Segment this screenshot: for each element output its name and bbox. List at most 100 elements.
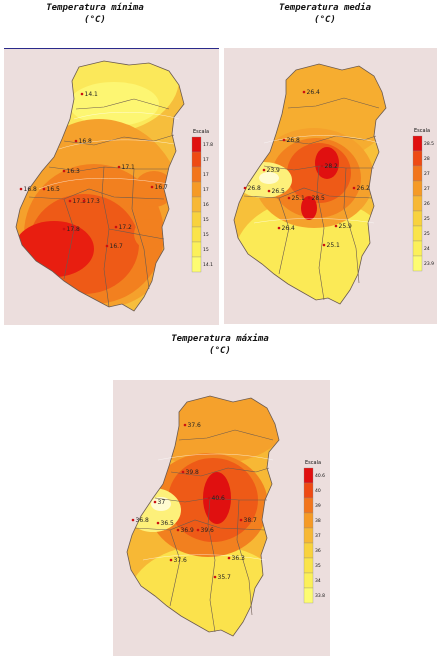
scale-label: 27 — [424, 171, 430, 177]
station-marker — [267, 189, 271, 193]
scale-swatch — [412, 135, 423, 152]
title-maxima-text: Temperatura máxima — [171, 334, 269, 344]
station-marker — [282, 138, 286, 142]
station-value: 26.8 — [248, 185, 262, 192]
scale-label: 26 — [424, 201, 430, 207]
station-marker — [131, 518, 135, 522]
title-minima: Temperatura mínima (°C) — [20, 2, 170, 26]
station-value: 17.1 — [122, 164, 136, 171]
station-marker — [62, 227, 66, 231]
station-value: 17.8 — [67, 226, 81, 233]
station-value: 36.8 — [136, 517, 150, 524]
station-marker — [302, 90, 306, 94]
station-value: 37.6 — [174, 557, 188, 564]
scale-swatch — [303, 482, 314, 499]
station-value: 39.6 — [201, 527, 215, 534]
station-marker — [322, 243, 326, 247]
scale-label: 40.6 — [315, 473, 325, 479]
scale-label: 37 — [315, 533, 321, 539]
scale-minima-title: Escala — [193, 129, 209, 135]
scale-label: 15 — [203, 247, 209, 253]
scale-label: 15 — [203, 217, 209, 223]
scale-swatch — [412, 195, 423, 212]
scale-maxima: Escala 40.6 40 39 38 37 36 35 34 33.8 — [303, 460, 325, 604]
station-value: 40.6 — [212, 495, 226, 502]
station-value: 23.9 — [267, 167, 281, 174]
station-marker — [105, 244, 109, 248]
station-value: 14.1 — [85, 91, 99, 98]
title-maxima-unit: (°C) — [209, 346, 231, 356]
station-value: 35.7 — [218, 574, 232, 581]
station-marker — [196, 528, 200, 532]
title-media-unit: (°C) — [314, 15, 336, 25]
station-marker — [307, 196, 311, 200]
station-value: 17.2 — [119, 224, 133, 231]
station-marker — [19, 187, 23, 191]
scale-swatch — [191, 136, 202, 153]
station-marker — [74, 139, 78, 143]
station-marker — [227, 556, 231, 560]
station-value: 16.5 — [47, 186, 61, 193]
scale-swatch — [303, 557, 314, 574]
station-marker — [243, 186, 247, 190]
scale-media: Escala 28.5 28 27 27 26 25 25 24 23.9 — [412, 128, 434, 272]
station-marker — [150, 185, 154, 189]
scale-swatch — [303, 527, 314, 544]
scale-label: 17 — [203, 187, 209, 193]
scale-swatch — [303, 497, 314, 514]
station-value: 25.9 — [339, 223, 353, 230]
scale-label: 24 — [424, 246, 430, 252]
station-marker — [156, 521, 160, 525]
station-marker — [207, 496, 211, 500]
station-value: 25.1 — [292, 195, 306, 202]
map-panel-minima: Escala 17.8 17 17 17 16 15 15 15 14.1 14.1 16.8 16… — [4, 48, 219, 325]
scale-label: 17.8 — [203, 142, 213, 148]
station-value: 16.8 — [24, 186, 38, 193]
scale-swatch — [303, 542, 314, 559]
scale-swatch — [303, 572, 314, 589]
scale-label: 14.1 — [203, 262, 213, 268]
map-minima: Escala 17.8 17 17 17 16 15 15 15 14.1 14.1 16.8 16… — [15, 60, 213, 312]
scale-swatch — [412, 150, 423, 167]
scale-swatch — [191, 226, 202, 243]
station-value: 17.3 — [73, 198, 87, 205]
station-value: 16.8 — [79, 138, 93, 145]
station-marker — [352, 186, 356, 190]
scale-label: 38 — [315, 518, 321, 524]
title-media: Temperatura media (°C) — [250, 2, 400, 26]
station-marker — [277, 226, 281, 230]
scale-swatch — [191, 166, 202, 183]
scale-label: 25 — [424, 231, 430, 237]
station-marker — [181, 470, 185, 474]
scale-label: 34 — [315, 578, 321, 584]
station-value: 26.4 — [307, 89, 321, 96]
station-marker — [153, 500, 157, 504]
scale-label: 27 — [424, 186, 430, 192]
station-value: 26.2 — [357, 185, 371, 192]
scale-label: 35 — [315, 563, 321, 569]
station-value: 28.2 — [325, 163, 339, 170]
scale-swatch — [191, 211, 202, 228]
station-marker — [169, 558, 173, 562]
station-value: 26.4 — [282, 225, 296, 232]
scale-label: 17 — [203, 172, 209, 178]
station-value: 16.7 — [110, 243, 124, 250]
station-value: 39.8 — [186, 469, 200, 476]
scale-swatch — [412, 225, 423, 242]
station-marker — [262, 168, 266, 172]
scale-swatch — [191, 241, 202, 258]
station-value: 37.6 — [188, 422, 202, 429]
station-marker — [287, 196, 291, 200]
scale-swatch — [191, 181, 202, 198]
station-marker — [42, 187, 46, 191]
station-value: 37 — [158, 499, 166, 506]
scale-label: 15 — [203, 232, 209, 238]
scale-label: 23.9 — [424, 261, 434, 267]
scale-swatch — [191, 256, 202, 273]
scale-swatch — [303, 587, 314, 604]
station-value: 16.3 — [67, 168, 81, 175]
station-marker — [320, 164, 324, 168]
scale-label: 33.8 — [315, 593, 325, 599]
station-marker — [68, 199, 72, 203]
scale-label: 16 — [203, 202, 209, 208]
